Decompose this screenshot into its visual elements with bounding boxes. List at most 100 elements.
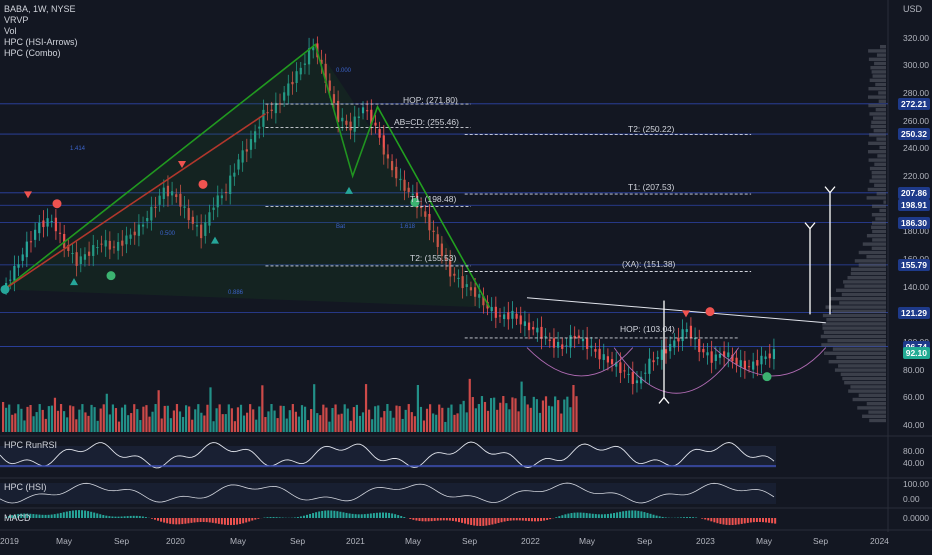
macd-bar xyxy=(428,518,430,521)
indicator-tick-label: 0.00 xyxy=(903,494,920,504)
macd-bar xyxy=(501,518,503,522)
macd-bar xyxy=(230,518,232,525)
macd-bar xyxy=(367,514,369,518)
macd-bar xyxy=(628,511,630,518)
macd-bar xyxy=(78,510,80,518)
macd-bar xyxy=(81,510,83,518)
candle-body xyxy=(594,349,596,352)
macd-bar xyxy=(640,511,642,518)
volume-profile-bar xyxy=(850,385,886,388)
hsi-pane-label[interactable]: HPC (HSI) xyxy=(4,482,47,492)
macd-bar xyxy=(355,514,357,518)
macd-bar xyxy=(181,518,183,524)
time-tick-label: 2024 xyxy=(870,536,889,546)
volume-bar xyxy=(560,414,562,432)
macd-bar xyxy=(379,513,381,518)
volume-profile-bar xyxy=(835,368,886,371)
macd-bar xyxy=(221,518,223,524)
volume-bar xyxy=(484,402,486,432)
macd-bar xyxy=(683,517,685,518)
macd-bar xyxy=(607,514,609,518)
price-tick-label: 320.00 xyxy=(903,33,929,43)
volume-profile-bar xyxy=(869,158,886,161)
volume-bar xyxy=(441,408,443,432)
macd-bar xyxy=(598,514,600,518)
volume-bar xyxy=(548,406,550,432)
sell-triangle xyxy=(24,191,32,198)
volume-bar xyxy=(54,398,56,432)
candle-body xyxy=(665,349,667,353)
legend-item-combo[interactable]: HPC (Combo) xyxy=(4,48,78,59)
sell-triangle xyxy=(682,310,690,317)
candle-body xyxy=(590,346,592,348)
legend-item-vrvp[interactable]: VRVP xyxy=(4,15,78,26)
volume-profile-bar xyxy=(879,146,886,149)
macd-bar xyxy=(66,512,68,518)
volume-profile-bar xyxy=(855,259,886,262)
legend-item-hsi-arrows[interactable]: HPC (HSI-Arrows) xyxy=(4,37,78,48)
macd-bar xyxy=(38,515,40,518)
candle-body xyxy=(769,354,771,359)
macd-bar xyxy=(589,513,591,518)
volume-bar xyxy=(106,394,108,432)
price-tick-label: 140.00 xyxy=(903,282,929,292)
candle-body xyxy=(652,360,654,362)
macd-bar xyxy=(564,514,566,518)
candle-body xyxy=(26,242,28,258)
volume-bar xyxy=(103,404,105,432)
volume-profile-bar xyxy=(875,217,886,220)
candle-body xyxy=(773,349,775,359)
macd-bar xyxy=(643,512,645,518)
volume-bar xyxy=(438,405,440,432)
candle-body xyxy=(507,312,509,319)
volume-profile-bar xyxy=(869,112,886,115)
macd-bar xyxy=(242,518,244,523)
volume-bar xyxy=(292,404,294,432)
volume-profile-bar xyxy=(875,83,886,86)
candle-body xyxy=(636,380,638,383)
macd-bar xyxy=(528,518,530,521)
volume-bar xyxy=(66,417,68,432)
neckline xyxy=(527,298,826,323)
volume-profile-bar xyxy=(877,53,886,56)
macd-bar xyxy=(227,518,229,525)
price-tick-label: 60.00 xyxy=(903,392,924,402)
volume-bar xyxy=(554,396,556,432)
volume-bar xyxy=(563,400,565,432)
legend-title[interactable]: BABA, 1W, NYSE xyxy=(4,4,78,15)
macd-bar xyxy=(209,518,211,522)
macd-bar xyxy=(583,513,585,518)
macd-bar xyxy=(178,518,180,524)
volume-profile-bar xyxy=(867,234,886,237)
macd-bar xyxy=(577,513,579,518)
rsi-pane-label[interactable]: HPC RunRSI xyxy=(4,440,57,450)
macd-pane-label[interactable]: MACD xyxy=(4,513,31,523)
volume-profile-bar xyxy=(874,129,886,132)
volume-bar xyxy=(94,407,96,432)
volume-bar xyxy=(161,418,163,432)
macd-bar xyxy=(516,518,518,520)
volume-bar xyxy=(316,413,318,432)
macd-bar xyxy=(510,518,512,521)
time-tick-label: 2022 xyxy=(521,536,540,546)
candle-body xyxy=(13,266,15,281)
volume-bar xyxy=(429,404,431,432)
legend-item-vol[interactable]: Vol xyxy=(4,26,78,37)
macd-bar xyxy=(315,512,317,518)
candle-body xyxy=(744,361,746,369)
macd-bar xyxy=(722,518,724,525)
macd-bar xyxy=(60,513,62,518)
volume-bar xyxy=(20,409,22,432)
macd-bar xyxy=(540,518,542,521)
candle-body xyxy=(765,357,767,359)
candle-body xyxy=(59,233,61,234)
volume-bar xyxy=(222,414,224,432)
macd-bar xyxy=(756,518,758,522)
macd-bar xyxy=(768,518,770,523)
volume-bar xyxy=(444,422,446,432)
volume-bar xyxy=(264,417,266,432)
annotation-hop1: HOP: (271.80) xyxy=(403,95,458,105)
macd-bar xyxy=(394,514,396,518)
